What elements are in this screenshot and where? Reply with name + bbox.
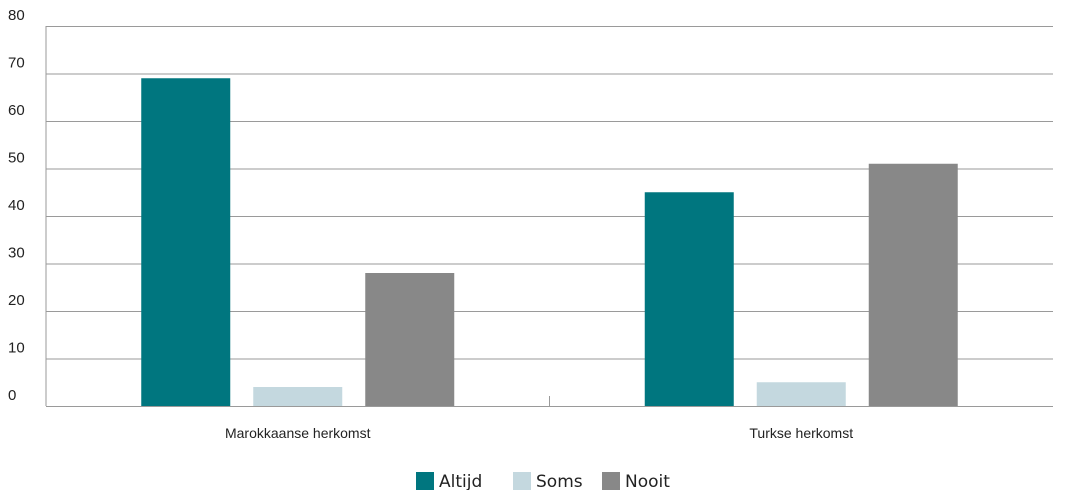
- y-tick-label: 70: [8, 55, 25, 72]
- y-tick-label: 80: [8, 7, 25, 24]
- bars: [141, 78, 958, 406]
- bar-nooit: [868, 163, 958, 406]
- legend-label-altijd: Altijd: [439, 472, 482, 490]
- y-tick-label: 10: [8, 340, 25, 357]
- bar-soms: [756, 382, 846, 406]
- legend-label-soms: Soms: [536, 472, 583, 490]
- legend: Altijd Soms Nooit: [416, 472, 670, 490]
- bar-altijd: [644, 192, 734, 406]
- legend-swatch-altijd: [416, 472, 434, 490]
- legend-swatch-nooit: [602, 472, 620, 490]
- y-tick-label: 50: [8, 150, 25, 167]
- y-tick-label: 40: [8, 197, 25, 214]
- y-tick-label: 60: [8, 102, 25, 119]
- bar-soms: [253, 387, 343, 406]
- y-axis: 0 10 20 30 40 50 60 70 80: [8, 7, 25, 404]
- x-axis: Marokkaanse herkomst Turkse herkomst: [225, 396, 853, 441]
- x-tick-label: Turkse herkomst: [749, 425, 853, 441]
- y-tick-label: 20: [8, 292, 25, 309]
- bar-nooit: [365, 273, 455, 406]
- legend-swatch-soms: [513, 472, 531, 490]
- x-tick-label: Marokkaanse herkomst: [225, 425, 371, 441]
- y-tick-label: 30: [8, 245, 25, 262]
- y-tick-label: 0: [8, 387, 16, 404]
- legend-label-nooit: Nooit: [625, 472, 670, 490]
- bar-altijd: [141, 78, 231, 406]
